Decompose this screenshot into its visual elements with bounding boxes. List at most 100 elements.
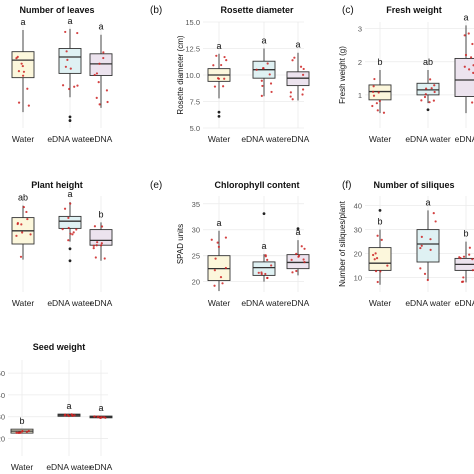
jitter-point bbox=[429, 248, 432, 251]
y-tick-label: 30 bbox=[0, 413, 5, 422]
x-tick-label: eDNA bbox=[287, 134, 310, 144]
y-tick-label: 30 bbox=[192, 226, 200, 235]
jitter-point bbox=[262, 67, 265, 70]
jitter-point bbox=[303, 260, 306, 264]
jitter-point bbox=[303, 247, 306, 250]
jitter-point bbox=[376, 234, 379, 237]
jitter-point bbox=[426, 278, 429, 282]
significance-letter: a bbox=[216, 218, 221, 228]
panel-title: Fresh weight bbox=[386, 5, 442, 15]
x-tick-label: eDNA bbox=[287, 298, 310, 308]
jitter-point bbox=[378, 99, 381, 103]
jitter-point bbox=[93, 415, 96, 418]
jitter-point bbox=[372, 94, 376, 97]
box-iqr bbox=[416, 229, 440, 263]
jitter-point bbox=[25, 430, 28, 433]
significance-letter: a bbox=[295, 40, 300, 50]
jitter-point bbox=[464, 53, 468, 57]
jitter-point bbox=[270, 264, 273, 267]
box-iqr bbox=[252, 261, 276, 276]
y-tick-label: 10.0 bbox=[185, 71, 200, 80]
jitter-point bbox=[69, 67, 72, 70]
jitter-point bbox=[210, 238, 213, 241]
significance-letter: ab bbox=[18, 193, 28, 203]
jitter-point bbox=[301, 88, 305, 91]
jitter-point bbox=[423, 272, 427, 275]
box-edna-water: a bbox=[58, 16, 82, 122]
box-water: a bbox=[207, 218, 231, 291]
box-edna-water: a bbox=[252, 212, 276, 282]
significance-letter: a bbox=[98, 22, 103, 32]
panel-7: 20 30 40 50 Seed weight b a a Water eDNA watereDN… bbox=[0, 342, 113, 472]
significance-letter: ab bbox=[423, 57, 433, 67]
significance-letter: a bbox=[67, 189, 72, 199]
jitter-point bbox=[225, 59, 228, 62]
significance-letter: a bbox=[463, 12, 468, 22]
x-tick-label: eDNA bbox=[90, 298, 113, 308]
outlier-point bbox=[426, 108, 430, 112]
jitter-point bbox=[423, 95, 427, 99]
outlier-point bbox=[68, 259, 72, 263]
jitter-point bbox=[376, 109, 379, 112]
jitter-point bbox=[100, 244, 103, 247]
jitter-point bbox=[266, 276, 269, 280]
jitter-point bbox=[16, 55, 19, 58]
jitter-point bbox=[95, 72, 99, 75]
jitter-point bbox=[268, 73, 271, 76]
jitter-point bbox=[65, 50, 68, 53]
jitter-point bbox=[76, 31, 79, 35]
jitter-point bbox=[27, 104, 30, 107]
outlier-point bbox=[378, 209, 382, 212]
significance-letter: a bbox=[216, 41, 221, 51]
jitter-point bbox=[67, 216, 70, 219]
jitter-point bbox=[434, 220, 437, 223]
y-tick-label: 50 bbox=[0, 369, 5, 378]
jitter-point bbox=[92, 244, 95, 247]
jitter-point bbox=[469, 56, 473, 59]
jitter-point bbox=[291, 271, 294, 274]
jitter-point bbox=[301, 73, 305, 76]
jitter-point bbox=[297, 255, 300, 258]
jitter-point bbox=[424, 93, 427, 96]
panel-2: 5.0 7.5 10.0 12.5 15.0 Rosette diameter (b) Ros… bbox=[150, 5, 310, 144]
jitter-point bbox=[215, 54, 218, 57]
box-edna-water: a bbox=[416, 197, 440, 282]
significance-letter: b bbox=[377, 217, 382, 227]
jitter-point bbox=[269, 82, 273, 85]
jitter-point bbox=[217, 245, 220, 248]
box-edna-water: a bbox=[58, 189, 82, 263]
x-tick-label: eDNA water bbox=[47, 298, 93, 308]
jitter-point bbox=[257, 271, 260, 274]
box-water: a bbox=[207, 41, 231, 118]
box-edna: a bbox=[286, 40, 310, 101]
y-tick-label: 1 bbox=[358, 91, 362, 100]
significance-letter: a bbox=[67, 16, 72, 26]
jitter-point bbox=[260, 271, 263, 274]
box-water: ab bbox=[11, 193, 35, 260]
jitter-point bbox=[429, 78, 432, 81]
box-edna: a bbox=[89, 22, 113, 108]
y-tick-label: 2 bbox=[358, 58, 362, 67]
significance-letter: a bbox=[20, 17, 25, 27]
box-water: a bbox=[11, 17, 35, 113]
y-tick-label: 12.5 bbox=[185, 45, 200, 54]
panel-label: (c) bbox=[342, 5, 354, 16]
box-edna: a bbox=[89, 403, 113, 419]
jitter-point bbox=[264, 254, 267, 257]
jitter-point bbox=[291, 98, 294, 101]
box-edna: a bbox=[286, 227, 310, 276]
jitter-point bbox=[379, 270, 382, 273]
jitter-point bbox=[17, 70, 21, 73]
jitter-point bbox=[255, 68, 258, 71]
panel-title: Number of leaves bbox=[19, 5, 94, 15]
jitter-point bbox=[214, 257, 217, 260]
jitter-point bbox=[371, 104, 374, 108]
jitter-point bbox=[93, 73, 96, 77]
y-tick-label: 10 bbox=[354, 274, 362, 283]
jitter-point bbox=[420, 235, 423, 238]
jitter-point bbox=[376, 280, 379, 284]
jitter-point bbox=[19, 255, 23, 258]
jitter-point bbox=[460, 280, 464, 283]
jitter-point bbox=[76, 84, 79, 87]
x-tick-label: eDNA bbox=[455, 298, 474, 308]
